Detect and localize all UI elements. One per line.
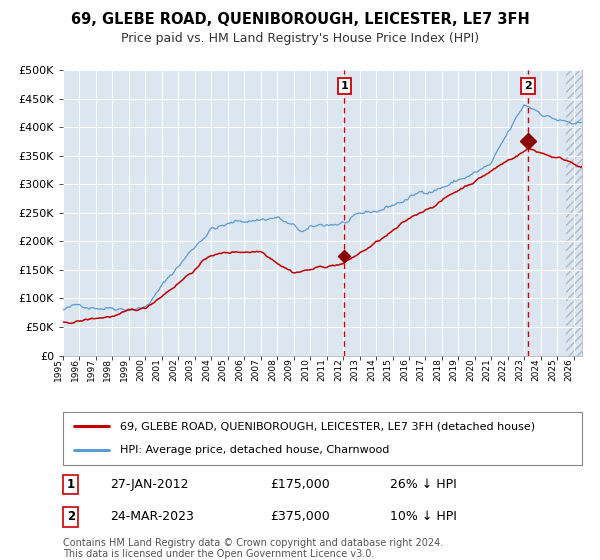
Text: 2001: 2001 bbox=[153, 358, 162, 381]
Text: 69, GLEBE ROAD, QUENIBOROUGH, LEICESTER, LE7 3FH (detached house): 69, GLEBE ROAD, QUENIBOROUGH, LEICESTER,… bbox=[120, 422, 535, 432]
Text: 2010: 2010 bbox=[301, 358, 310, 381]
Text: 1: 1 bbox=[340, 81, 348, 91]
Text: Price paid vs. HM Land Registry's House Price Index (HPI): Price paid vs. HM Land Registry's House … bbox=[121, 32, 479, 45]
Text: 2004: 2004 bbox=[202, 358, 211, 381]
Text: 24-MAR-2023: 24-MAR-2023 bbox=[110, 510, 194, 523]
Text: 2019: 2019 bbox=[449, 358, 458, 381]
Text: 2018: 2018 bbox=[433, 358, 442, 381]
Text: 2013: 2013 bbox=[350, 358, 359, 381]
FancyBboxPatch shape bbox=[63, 412, 582, 465]
Text: 2005: 2005 bbox=[219, 358, 228, 381]
Text: 2016: 2016 bbox=[400, 358, 409, 381]
Text: 27-JAN-2012: 27-JAN-2012 bbox=[110, 478, 188, 491]
Text: 1999: 1999 bbox=[120, 358, 129, 381]
Text: 2023: 2023 bbox=[515, 358, 524, 381]
Text: 2: 2 bbox=[524, 81, 532, 91]
Text: 2017: 2017 bbox=[416, 358, 425, 381]
Text: £375,000: £375,000 bbox=[271, 510, 331, 523]
Text: 2025: 2025 bbox=[548, 358, 557, 381]
Text: 1997: 1997 bbox=[87, 358, 96, 381]
Text: Contains HM Land Registry data © Crown copyright and database right 2024.
This d: Contains HM Land Registry data © Crown c… bbox=[63, 538, 443, 559]
Text: 2011: 2011 bbox=[317, 358, 326, 381]
Text: 1998: 1998 bbox=[103, 358, 112, 381]
Text: 2015: 2015 bbox=[383, 358, 392, 381]
Text: 2021: 2021 bbox=[482, 358, 491, 381]
Text: 2026: 2026 bbox=[565, 358, 574, 381]
Text: 2008: 2008 bbox=[268, 358, 277, 381]
Text: £175,000: £175,000 bbox=[271, 478, 331, 491]
Text: 2012: 2012 bbox=[334, 358, 343, 381]
Text: 2006: 2006 bbox=[235, 358, 244, 381]
Text: 1995: 1995 bbox=[54, 358, 63, 381]
Text: 2003: 2003 bbox=[186, 358, 195, 381]
Text: 69, GLEBE ROAD, QUENIBOROUGH, LEICESTER, LE7 3FH: 69, GLEBE ROAD, QUENIBOROUGH, LEICESTER,… bbox=[71, 12, 529, 27]
Text: 26% ↓ HPI: 26% ↓ HPI bbox=[390, 478, 457, 491]
Text: 2: 2 bbox=[67, 510, 75, 523]
Text: 2014: 2014 bbox=[367, 358, 376, 381]
Text: 2009: 2009 bbox=[284, 358, 293, 381]
Text: 1996: 1996 bbox=[70, 358, 79, 381]
Text: 2024: 2024 bbox=[532, 358, 541, 381]
Text: 2000: 2000 bbox=[136, 358, 145, 381]
Text: 2020: 2020 bbox=[466, 358, 475, 381]
Text: HPI: Average price, detached house, Charnwood: HPI: Average price, detached house, Char… bbox=[120, 445, 389, 455]
Text: 2007: 2007 bbox=[252, 358, 261, 381]
Text: 2002: 2002 bbox=[169, 358, 178, 381]
Text: 2022: 2022 bbox=[499, 358, 508, 381]
Text: 10% ↓ HPI: 10% ↓ HPI bbox=[390, 510, 457, 523]
Text: 1: 1 bbox=[67, 478, 75, 491]
